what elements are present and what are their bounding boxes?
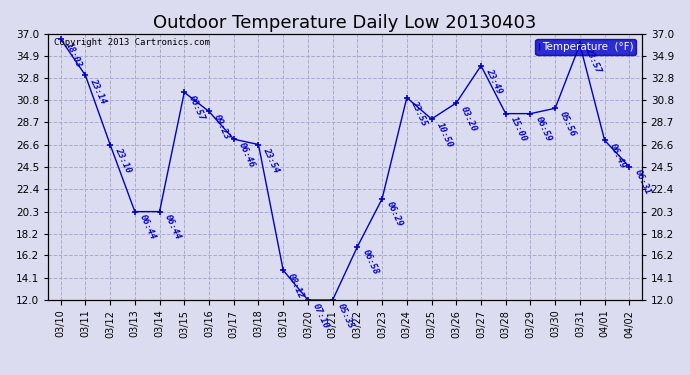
Text: 18:03: 18:03 xyxy=(63,40,83,69)
Text: Copyright 2013 Cartronics.com: Copyright 2013 Cartronics.com xyxy=(55,38,210,47)
Text: 23:10: 23:10 xyxy=(113,146,132,174)
Text: 23:55: 23:55 xyxy=(410,99,429,128)
Text: 06:44: 06:44 xyxy=(138,213,157,242)
Text: 06:49: 06:49 xyxy=(608,142,627,170)
Text: 05:35: 05:35 xyxy=(335,302,355,330)
Text: 08:12: 08:12 xyxy=(286,272,306,300)
Legend: Temperature  (°F): Temperature (°F) xyxy=(535,39,636,55)
Text: 06:29: 06:29 xyxy=(385,200,404,229)
Text: 23:54: 23:54 xyxy=(262,146,281,174)
Text: 10:50: 10:50 xyxy=(435,120,454,149)
Text: 23:14: 23:14 xyxy=(88,77,108,105)
Text: 23:49: 23:49 xyxy=(484,67,504,96)
Text: 23:57: 23:57 xyxy=(583,46,602,74)
Text: 09:23: 09:23 xyxy=(212,113,231,141)
Text: 06:46: 06:46 xyxy=(237,141,256,169)
Text: 06:31: 06:31 xyxy=(632,168,652,196)
Text: 05:56: 05:56 xyxy=(558,110,578,138)
Text: 06:59: 06:59 xyxy=(533,115,553,143)
Text: 00:57: 00:57 xyxy=(187,94,207,122)
Text: 06:58: 06:58 xyxy=(360,248,380,276)
Title: Outdoor Temperature Daily Low 20130403: Outdoor Temperature Daily Low 20130403 xyxy=(153,14,537,32)
Text: 06:44: 06:44 xyxy=(163,213,182,242)
Text: 03:20: 03:20 xyxy=(460,105,479,133)
Text: 15:00: 15:00 xyxy=(509,115,528,143)
Text: 07:10: 07:10 xyxy=(311,302,331,330)
